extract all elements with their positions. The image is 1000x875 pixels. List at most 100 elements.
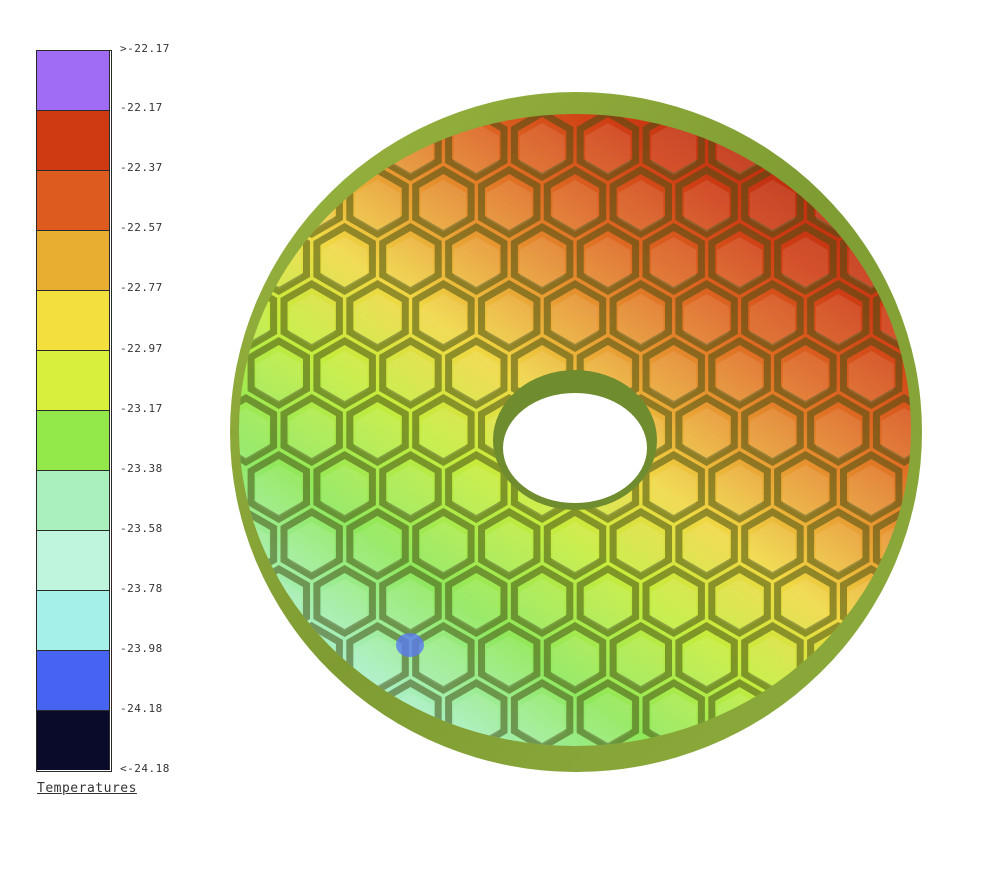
hexagon-cell-face bbox=[420, 180, 466, 232]
hexagon-cell-face bbox=[815, 408, 861, 460]
hexagon-cell-face bbox=[651, 465, 697, 517]
hexagon-cell-face bbox=[519, 579, 565, 631]
hexagon-cell-face bbox=[815, 522, 861, 574]
hexagon-cell-face bbox=[239, 408, 269, 460]
hexagon-cell-face bbox=[420, 294, 466, 346]
hexagon-cell-face bbox=[453, 351, 499, 403]
legend-title: Temperatures bbox=[37, 781, 137, 796]
legend-swatch bbox=[36, 230, 110, 290]
hexagon-cell-face bbox=[815, 294, 861, 346]
hexagon-cell-face bbox=[552, 636, 598, 688]
hexagon-cell-face bbox=[848, 351, 894, 403]
hexagon-cell-face bbox=[420, 408, 466, 460]
hexagon-cell-face bbox=[355, 636, 401, 688]
hexagon-cell-face bbox=[552, 294, 598, 346]
hexagon-cell bbox=[675, 393, 738, 467]
hexagon-cell-face bbox=[256, 465, 302, 517]
hexagon-cell bbox=[543, 279, 607, 353]
hexagon-cell bbox=[543, 621, 607, 695]
hexagon-cell bbox=[675, 507, 738, 581]
hexagon-cell-face bbox=[848, 465, 894, 517]
hexagon-cell-face bbox=[749, 636, 795, 688]
hexagon-cell bbox=[642, 450, 705, 524]
hexagon-cell bbox=[313, 222, 376, 296]
hexagon-cell bbox=[708, 450, 771, 524]
hexagon-cell bbox=[576, 114, 640, 182]
hexagon-cell-face bbox=[355, 294, 401, 346]
hexagon-cell-face bbox=[749, 408, 795, 460]
hexagon-cell bbox=[774, 336, 837, 410]
hexagon-cell bbox=[872, 393, 911, 467]
hexagon-cell bbox=[478, 621, 541, 695]
cold-spot bbox=[396, 633, 424, 657]
hexagon-cell-face bbox=[453, 579, 499, 631]
hexagon-cell bbox=[774, 564, 837, 638]
hexagon-cell bbox=[445, 450, 508, 524]
hexagon-cell bbox=[445, 222, 508, 296]
hexagon-cell-face bbox=[782, 351, 828, 403]
hexagon-cell-face bbox=[651, 351, 697, 403]
legend-tick: -23.17 bbox=[120, 402, 163, 415]
hexagon-cell bbox=[247, 450, 310, 524]
hexagon-cell bbox=[346, 279, 409, 353]
hexagon-cell bbox=[280, 507, 343, 581]
hexagon-cell bbox=[576, 678, 640, 746]
hexagon-cell bbox=[840, 450, 903, 524]
hexagon-cell bbox=[379, 336, 442, 410]
hexagon-cell-face bbox=[256, 351, 302, 403]
hexagon-cell bbox=[708, 564, 771, 638]
hexagon-cell-face bbox=[420, 522, 466, 574]
legend-tick: -22.37 bbox=[120, 161, 163, 174]
hexagon-cell-face bbox=[552, 180, 598, 232]
hexagon-cell-face bbox=[618, 294, 664, 346]
hexagon-cell-face bbox=[585, 237, 631, 289]
hexagon-cell-face bbox=[519, 237, 565, 289]
hexagon-cell bbox=[741, 279, 804, 353]
hexagon-cell bbox=[741, 507, 804, 581]
hexagon-cell bbox=[642, 222, 705, 296]
hexagon-cell-face bbox=[355, 408, 401, 460]
hexagon-cell bbox=[412, 393, 475, 467]
hexagon-cell bbox=[510, 564, 574, 638]
hexagon-cell-face bbox=[486, 522, 532, 574]
legend-tick: -24.18 bbox=[120, 702, 163, 715]
hexagon-cell bbox=[445, 114, 508, 182]
hexagon-cell-face bbox=[717, 237, 763, 289]
hexagon-cell-face bbox=[651, 579, 697, 631]
hexagon-cell-face bbox=[749, 294, 795, 346]
hexagon-cell-face bbox=[749, 180, 795, 232]
hexagon-cell-face bbox=[618, 636, 664, 688]
hexagon-cell bbox=[807, 507, 870, 581]
legend-swatch bbox=[36, 710, 110, 770]
hexagon-cell-face bbox=[585, 579, 631, 631]
hexagon-cell-face bbox=[322, 579, 368, 631]
hexagon-cell-face bbox=[486, 180, 532, 232]
legend-swatch bbox=[36, 590, 110, 650]
hexagon-cell bbox=[576, 564, 640, 638]
hexagon-cell bbox=[313, 450, 376, 524]
hexagon-cell-face bbox=[387, 351, 433, 403]
hexagon-cell-face bbox=[585, 123, 631, 175]
legend-tick: -22.57 bbox=[120, 221, 163, 234]
hexagon-cell-face bbox=[453, 237, 499, 289]
legend-tick: -23.38 bbox=[120, 462, 163, 475]
hexagon-cell-face bbox=[420, 636, 466, 688]
hexagon-cell-face bbox=[322, 237, 368, 289]
hexagon-cell-face bbox=[881, 408, 911, 460]
legend-tick: -22.97 bbox=[120, 342, 163, 355]
hexagon-cell-face bbox=[618, 180, 664, 232]
hexagon-cell bbox=[510, 678, 574, 746]
legend-tick: -22.77 bbox=[120, 281, 163, 294]
hexagon-cell bbox=[675, 621, 738, 695]
hexagon-cell-face bbox=[355, 522, 401, 574]
hexagon-cell bbox=[412, 279, 475, 353]
hexagon-cell-face bbox=[486, 294, 532, 346]
hexagon-cell bbox=[807, 393, 870, 467]
hexagon-cell-face bbox=[717, 351, 763, 403]
legend-swatch bbox=[36, 470, 110, 530]
hexagon-cell-face bbox=[387, 465, 433, 517]
hexagon-cell bbox=[543, 165, 607, 239]
legend-swatch bbox=[36, 530, 110, 590]
hexagon-cell-face bbox=[355, 180, 401, 232]
